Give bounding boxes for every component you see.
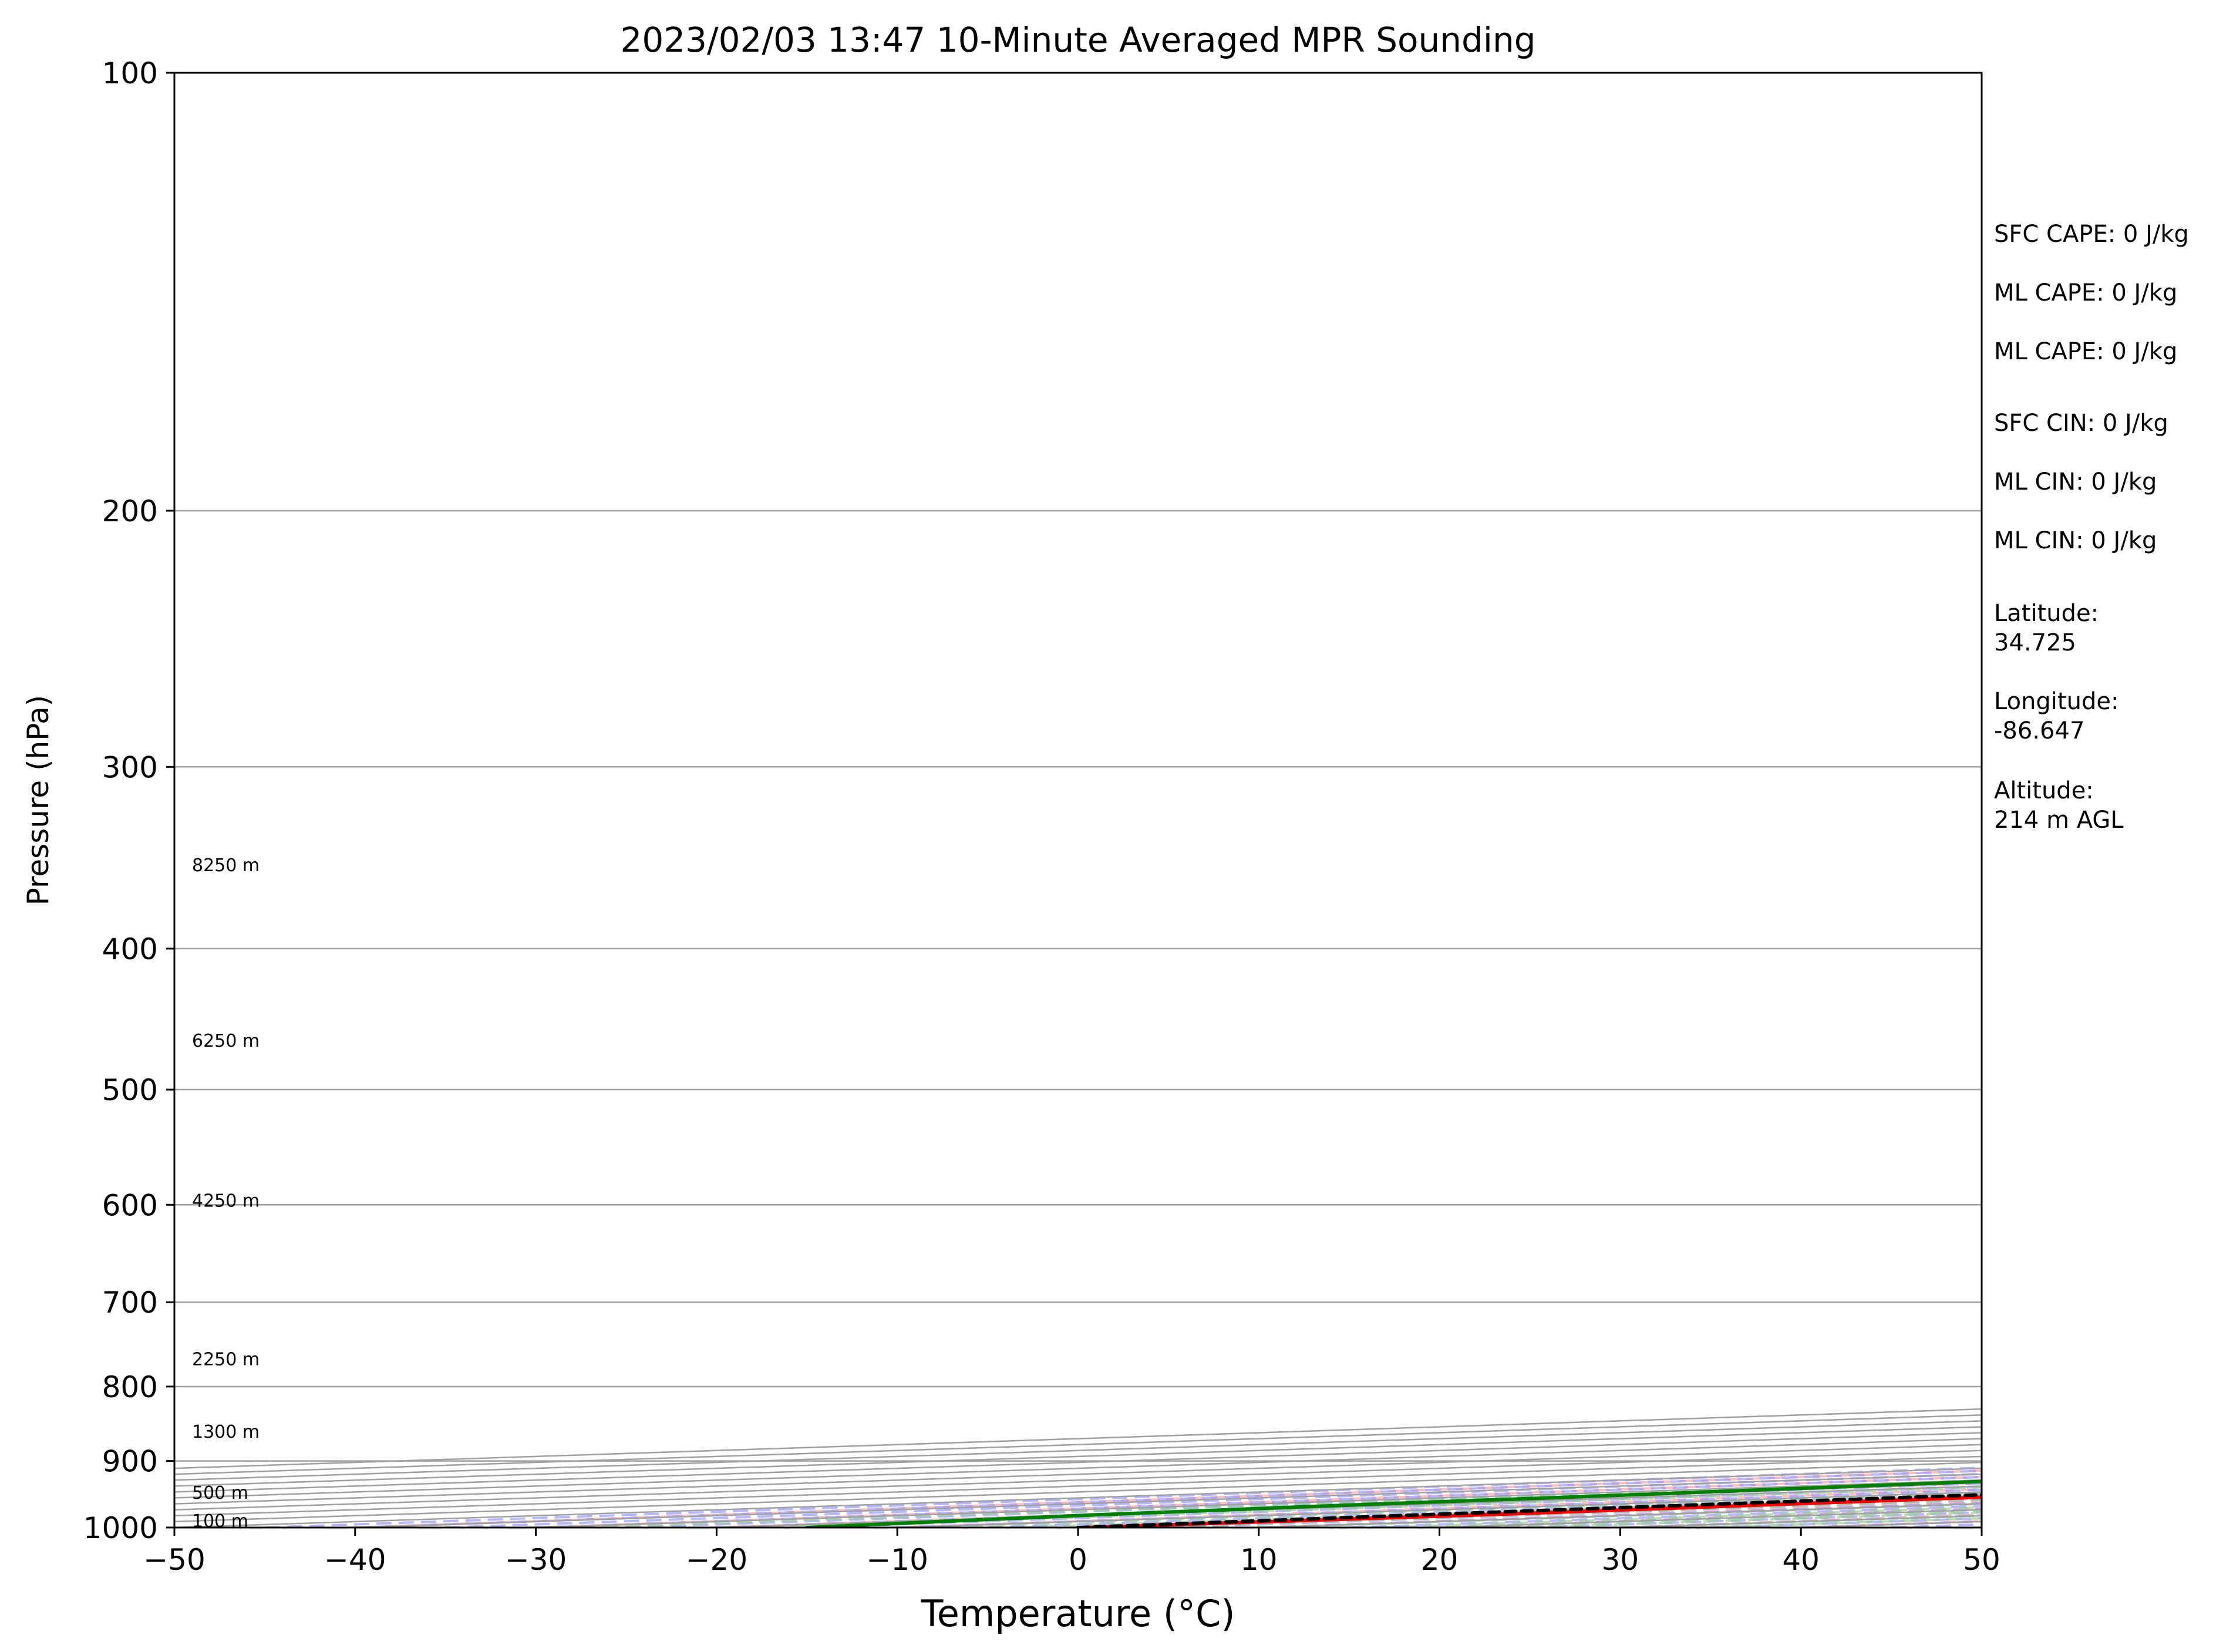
height-label: 2250 m bbox=[192, 1350, 260, 1370]
annotation-line: ML CIN: 0 J/kg bbox=[1994, 468, 2157, 495]
x-tick-label: 10 bbox=[1240, 1543, 1278, 1577]
y-tick-label: 300 bbox=[102, 750, 158, 784]
x-tick-label: 20 bbox=[1421, 1543, 1459, 1577]
annotation-sfc_cin: SFC CIN: 0 J/kg bbox=[1994, 410, 2168, 437]
annotation-line: ML CIN: 0 J/kg bbox=[1994, 527, 2157, 554]
y-tick-label: 800 bbox=[102, 1370, 158, 1404]
annotation-ml_cin_2: ML CIN: 0 J/kg bbox=[1994, 527, 2157, 554]
height-label: 4250 m bbox=[192, 1191, 260, 1211]
x-tick-label: 40 bbox=[1782, 1543, 1820, 1577]
x-tick-label: −10 bbox=[866, 1543, 928, 1577]
height-label: 100 m bbox=[192, 1511, 248, 1532]
y-axis-label: Pressure (hPa) bbox=[21, 695, 55, 906]
annotation-line: 34.725 bbox=[1994, 629, 2076, 656]
y-tick-label: 500 bbox=[102, 1073, 158, 1107]
y-tick-label: 200 bbox=[102, 494, 158, 528]
annotation-line: Longitude: bbox=[1994, 688, 2118, 715]
annotation-line: -86.647 bbox=[1994, 717, 2084, 744]
y-tick-label: 400 bbox=[102, 932, 158, 966]
x-tick-label: −50 bbox=[143, 1543, 206, 1577]
annotation-line: Latitude: bbox=[1994, 600, 2099, 627]
annotation-line: ML CAPE: 0 J/kg bbox=[1994, 338, 2177, 365]
x-tick-label: 30 bbox=[1602, 1543, 1639, 1577]
x-tick-label: 0 bbox=[1069, 1543, 1087, 1577]
x-axis-label: Temperature (°C) bbox=[920, 1592, 1235, 1635]
x-tick-label: −20 bbox=[686, 1543, 748, 1577]
x-tick-label: 50 bbox=[1963, 1543, 2000, 1577]
height-label: 8250 m bbox=[192, 855, 260, 876]
x-tick-label: −30 bbox=[505, 1543, 567, 1577]
annotation-line: ML CAPE: 0 J/kg bbox=[1994, 279, 2177, 306]
y-tick-label: 100 bbox=[102, 56, 158, 90]
y-tick-label: 1000 bbox=[83, 1511, 158, 1545]
annotation-sfc_cape: SFC CAPE: 0 J/kg bbox=[1994, 221, 2189, 248]
height-label: 1300 m bbox=[192, 1422, 260, 1442]
annotation-ml_cape_2: ML CAPE: 0 J/kg bbox=[1994, 338, 2177, 365]
annotation-line: Altitude: bbox=[1994, 777, 2094, 804]
height-label: 6250 m bbox=[192, 1031, 260, 1051]
annotation-ml_cape: ML CAPE: 0 J/kg bbox=[1994, 279, 2177, 306]
annotation-line: SFC CIN: 0 J/kg bbox=[1994, 410, 2168, 437]
height-label: 500 m bbox=[192, 1483, 248, 1503]
y-tick-label: 900 bbox=[102, 1445, 158, 1479]
annotation-line: SFC CAPE: 0 J/kg bbox=[1994, 221, 2189, 248]
y-tick-label: 600 bbox=[102, 1188, 158, 1222]
y-tick-label: 700 bbox=[102, 1286, 158, 1320]
annotation-ml_cin: ML CIN: 0 J/kg bbox=[1994, 468, 2157, 495]
chart-title: 2023/02/03 13:47 10-Minute Averaged MPR … bbox=[620, 20, 1535, 60]
annotation-line: 214 m AGL bbox=[1994, 807, 2124, 834]
x-tick-label: −40 bbox=[324, 1543, 386, 1577]
